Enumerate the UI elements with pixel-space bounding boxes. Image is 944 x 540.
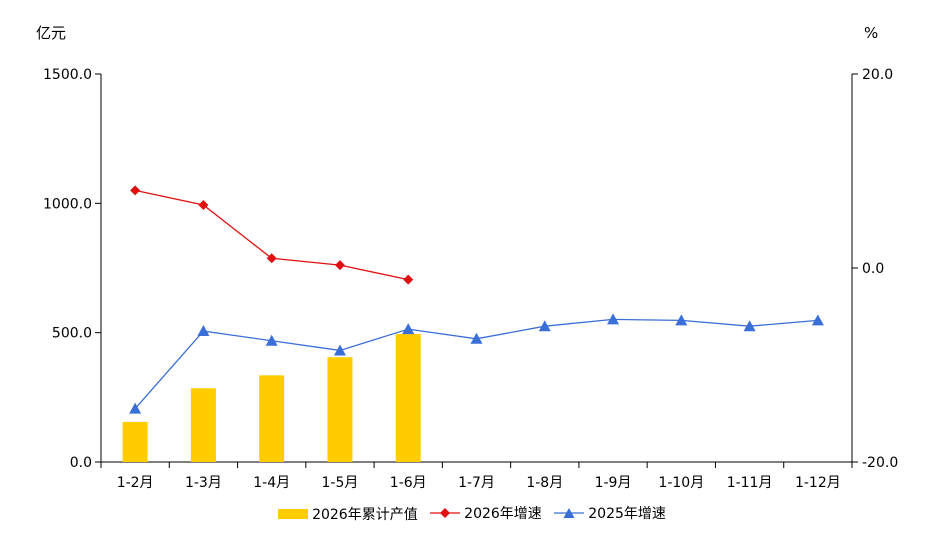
x-tick-label: 1-12月: [795, 475, 841, 491]
x-tick-label: 1-6月: [390, 475, 427, 491]
series-line: [134, 318, 818, 410]
left-y-tick-label: 1500.0: [43, 67, 92, 83]
legend-item-bars: 2026年累计产值: [278, 504, 418, 524]
bar-1-3月: [190, 388, 216, 462]
legend-item-2025-growth: 2025年增速: [554, 503, 666, 523]
left-y-tick-label: 1000.0: [43, 196, 92, 212]
triangle-marker: [402, 323, 415, 335]
x-tick-label: 1-10月: [658, 475, 704, 491]
legend-item-2026-growth: 2026年增速: [430, 503, 542, 523]
triangle-marker: [538, 320, 551, 332]
legend-triangle-swatch: [554, 508, 585, 518]
x-tick-label: 1-2月: [117, 475, 154, 491]
legend-label: 2025年增速: [588, 506, 666, 522]
left-axis-unit: 亿元: [36, 24, 67, 42]
triangle-marker: [333, 344, 346, 356]
legend-label: 2026年累计产值: [312, 507, 418, 523]
right-y-tick-label: -20.0: [862, 455, 898, 471]
triangle-marker: [265, 334, 278, 346]
diamond-marker: [266, 253, 277, 264]
right-axis-unit: %: [864, 24, 879, 42]
legend-diamond-swatch: [430, 508, 461, 518]
triangle-marker: [743, 320, 756, 332]
triangle-marker: [811, 314, 824, 326]
diamond-marker: [403, 274, 414, 285]
triangle-marker: [607, 313, 620, 325]
triangle-marker: [470, 332, 483, 344]
triangle-marker: [129, 402, 142, 414]
x-tick-label: 1-4月: [253, 475, 290, 491]
x-tick-label: 1-8月: [526, 475, 563, 491]
diamond-marker: [130, 185, 141, 196]
legend: 2026年累计产值 2026年增速 2025年增速: [0, 503, 944, 524]
legend-label: 2026年增速: [464, 506, 542, 522]
x-tick-label: 1-7月: [458, 475, 495, 491]
diamond-marker: [334, 260, 345, 271]
bar-1-6月: [395, 333, 421, 462]
right-y-tick-label: 0.0: [862, 261, 884, 277]
legend-bar-swatch: [278, 509, 309, 519]
left-y-tick-label: 500.0: [52, 326, 92, 342]
right-y-tick-label: 20.0: [862, 67, 893, 83]
x-tick-label: 1-9月: [595, 475, 632, 491]
triangle-marker: [675, 314, 688, 326]
x-tick-label: 1-5月: [322, 475, 359, 491]
triangle-marker: [197, 325, 210, 337]
bar-1-5月: [327, 357, 353, 462]
bar-1-2月: [122, 421, 148, 462]
series-line: [135, 189, 409, 281]
diamond-marker: [198, 199, 209, 210]
x-tick-label: 1-11月: [727, 475, 773, 491]
x-tick-label: 1-3月: [185, 475, 222, 491]
left-y-tick-label: 0.0: [70, 455, 92, 471]
bar-1-4月: [259, 375, 285, 462]
